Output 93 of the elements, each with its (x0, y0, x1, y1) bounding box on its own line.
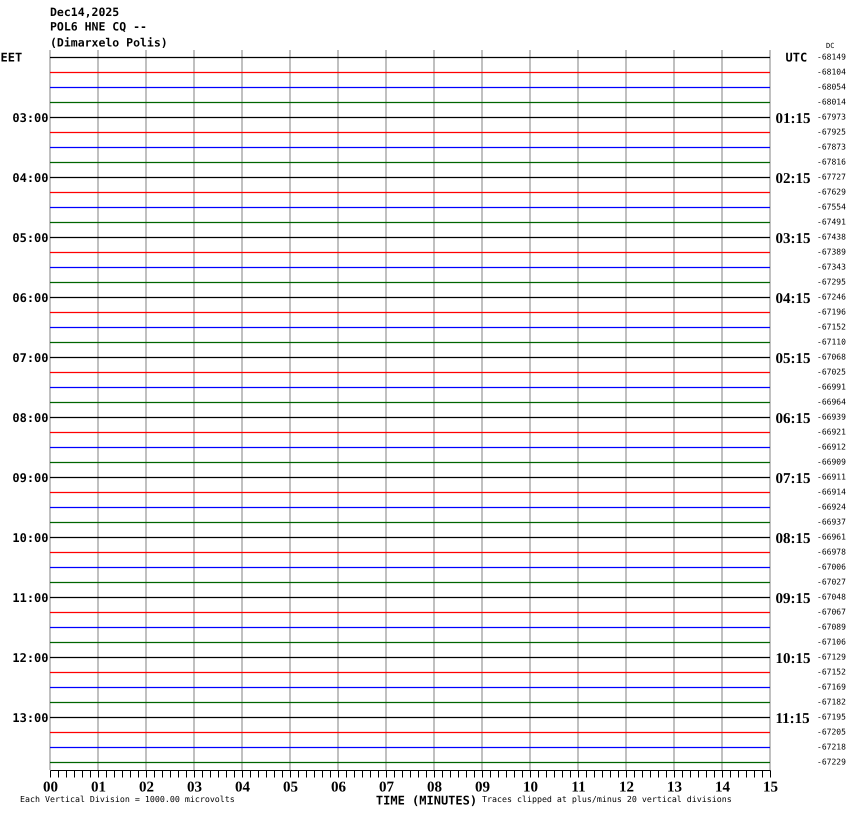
x-tick-label: 11 (571, 780, 586, 796)
y-tick-label: 04:00 (12, 171, 48, 185)
x-tick-label: 15 (763, 780, 778, 796)
text: -67169 (817, 682, 846, 692)
text: -66939 (817, 412, 846, 422)
y2-tick-label: 04:15 (776, 291, 810, 307)
x-tick-label: 10 (523, 780, 538, 796)
y2-tick-label: 01:15 (776, 111, 810, 127)
y-tick-label: 10:00 (12, 531, 48, 545)
text: -67925 (817, 128, 846, 136)
text: -67152 (817, 668, 846, 676)
y-tick-label: 06:00 (12, 291, 48, 305)
text: -66964 (817, 398, 846, 406)
x-tick-label: 06 (331, 780, 346, 796)
x-tick-label: 08 (427, 780, 442, 796)
text: -67129 (817, 652, 846, 662)
y-tick-label: 11:00 (12, 591, 48, 605)
y-tick-label: 12:00 (12, 651, 48, 665)
text: -66978 (817, 548, 846, 556)
text: -67196 (817, 308, 846, 316)
text: -66921 (817, 428, 846, 436)
x-tick-label: 03 (187, 780, 202, 796)
text: -66991 (817, 382, 846, 392)
text: -67816 (817, 158, 846, 166)
y2-tick-label: 06:15 (776, 411, 810, 427)
chart-title: Dec14,2025 (50, 5, 120, 19)
text: -67067 (817, 608, 846, 616)
y-tick-label: 05:00 (12, 231, 48, 245)
y-tick-label: 13:00 (12, 711, 48, 725)
text: -67006 (817, 562, 846, 572)
text: -67343 (817, 262, 846, 272)
text: -66937 (817, 518, 846, 526)
text: -67068 (817, 352, 846, 362)
x-tick-label: 14 (715, 780, 730, 796)
y-tick-label: 08:00 (12, 411, 48, 425)
text: -66914 (817, 488, 846, 496)
text: -68054 (817, 82, 846, 92)
text: -67025 (817, 368, 846, 376)
text: -68149 (817, 52, 846, 62)
x-tick-label: 12 (619, 780, 634, 796)
y-tick-label: 09:00 (12, 471, 48, 485)
y-tick-label: 07:00 (12, 351, 48, 365)
y-tick-label: 03:00 (12, 111, 48, 125)
x-tick-label: 05 (283, 780, 298, 796)
text: -67295 (817, 278, 846, 286)
text: -67027 (817, 578, 846, 586)
chart-subtitle: POL6 HNE CQ -- (Dimarxelo Polis) (50, 20, 168, 50)
x-tick-label: 09 (475, 780, 490, 796)
y2-tick-label: 05:15 (776, 351, 810, 367)
x-axis-title: TIME (MINUTES) (376, 794, 478, 808)
text: -67110 (817, 338, 846, 346)
text: Each Vertical Division = 1000.00 microvolts (20, 794, 235, 804)
text: -67246 (817, 292, 846, 302)
text: -66912 (817, 442, 846, 452)
text: -67205 (817, 728, 846, 736)
text: -67973 (817, 112, 846, 122)
text: -66924 (817, 502, 846, 512)
text: -66911 (817, 472, 846, 482)
text: -67195 (817, 712, 846, 722)
y2-tick-label: 09:15 (776, 591, 810, 607)
text: -67106 (817, 638, 846, 646)
y-axis-title: EET (0, 50, 22, 64)
y2-axis-title: UTC (786, 50, 808, 64)
text: -66961 (817, 532, 846, 542)
text: -67873 (817, 142, 846, 152)
y2-tick-label: 10:15 (776, 651, 810, 667)
text: -67491 (817, 218, 846, 226)
y2-tick-label: 08:15 (776, 531, 810, 547)
x-tick-label: 00 (43, 780, 58, 796)
text: -66909 (817, 458, 846, 466)
x-tick-label: 13 (667, 780, 682, 796)
text: -67438 (817, 232, 846, 242)
text: -67089 (817, 622, 846, 632)
text: -67389 (817, 248, 846, 256)
text: -67629 (817, 188, 846, 196)
y2-tick-label: 11:15 (776, 711, 810, 727)
y2-tick-label: 07:15 (776, 471, 810, 487)
text: -67554 (817, 202, 846, 212)
text: -68104 (817, 68, 846, 76)
text: -67229 (817, 758, 846, 766)
x-tick-label: 04 (235, 780, 250, 796)
y2-tick-label: 03:15 (776, 231, 810, 247)
text: Traces clipped at plus/minus 20 vertical divisions (482, 794, 732, 804)
x-tick-label: 07 (379, 780, 394, 796)
x-tick-label: 02 (139, 780, 154, 796)
x-tick-label: 01 (91, 780, 106, 796)
text: -67182 (817, 698, 846, 706)
text: -67152 (817, 322, 846, 332)
text: -67218 (817, 742, 846, 752)
text: -67048 (817, 592, 846, 602)
text: -68014 (817, 98, 846, 106)
text: -67727 (817, 172, 846, 182)
y2-tick-label: 02:15 (776, 171, 810, 187)
